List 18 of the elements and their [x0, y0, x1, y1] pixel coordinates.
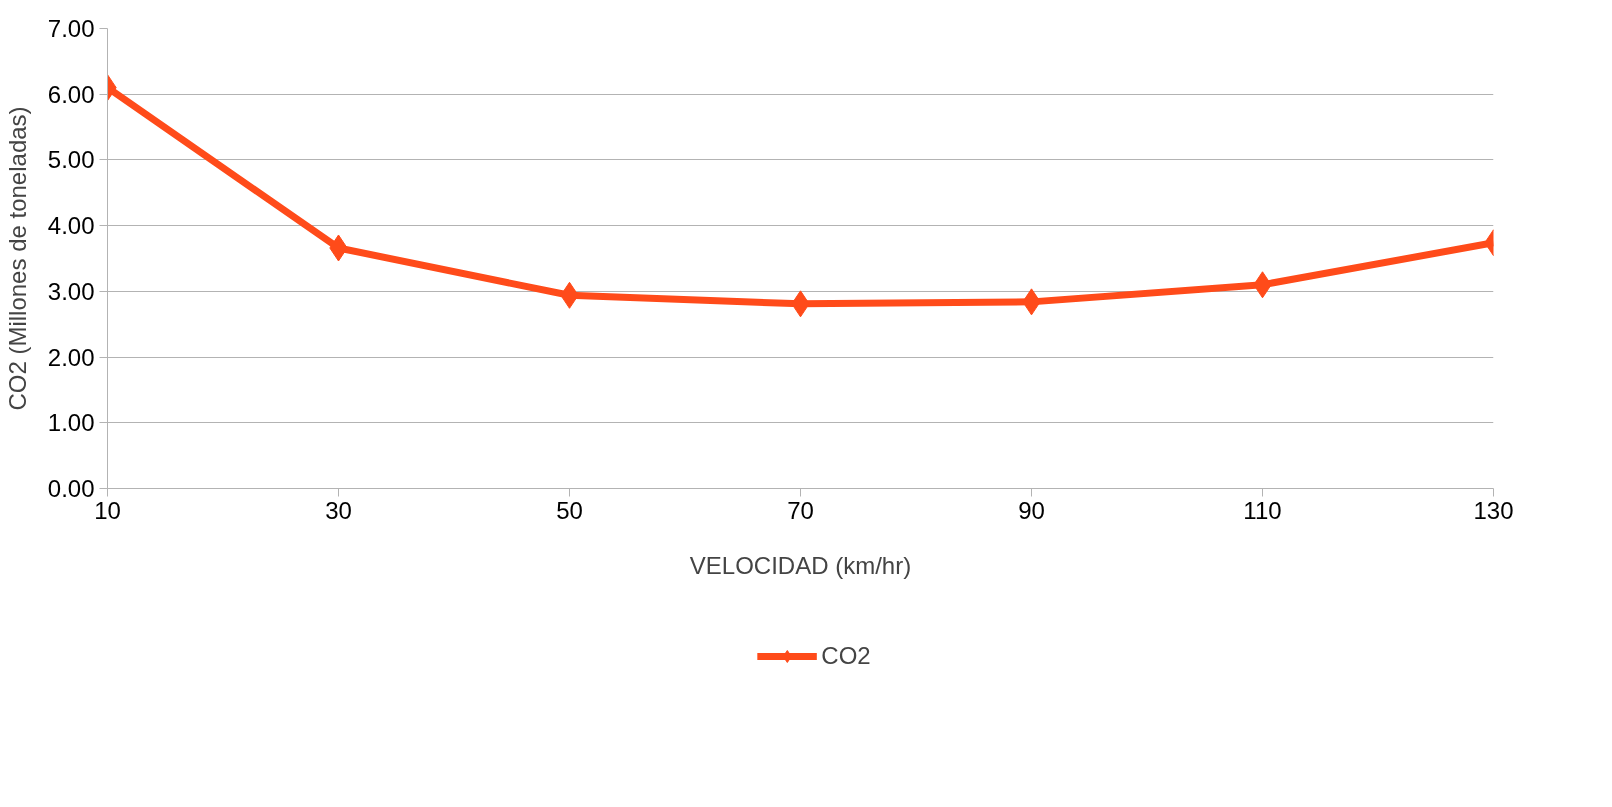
x-axis-title: VELOCIDAD (km/hr) — [689, 551, 912, 579]
y-tick-label: 6.00 — [47, 80, 95, 108]
x-tick-label: 90 — [1018, 496, 1045, 524]
y-tick-label: 1.00 — [47, 409, 95, 437]
y-tick-label: 4.00 — [47, 212, 95, 240]
y-axis-title: CO2 (Millones de toneladas) — [3, 106, 31, 411]
y-tick-label: 7.00 — [47, 15, 95, 42]
x-tick-label: 10 — [94, 496, 121, 524]
x-tick-label: 30 — [325, 496, 352, 524]
legend-label: CO2 — [821, 642, 871, 670]
x-tick-label: 130 — [1473, 496, 1514, 524]
x-tick-label: 70 — [787, 496, 814, 524]
y-tick-label: 2.00 — [47, 343, 95, 371]
y-tick-label: 0.00 — [47, 475, 95, 502]
x-tick-label: 110 — [1243, 496, 1282, 524]
y-tick-label: 3.00 — [47, 277, 95, 305]
y-tick-label: 5.00 — [47, 146, 95, 174]
x-tick-label: 50 — [556, 496, 583, 524]
